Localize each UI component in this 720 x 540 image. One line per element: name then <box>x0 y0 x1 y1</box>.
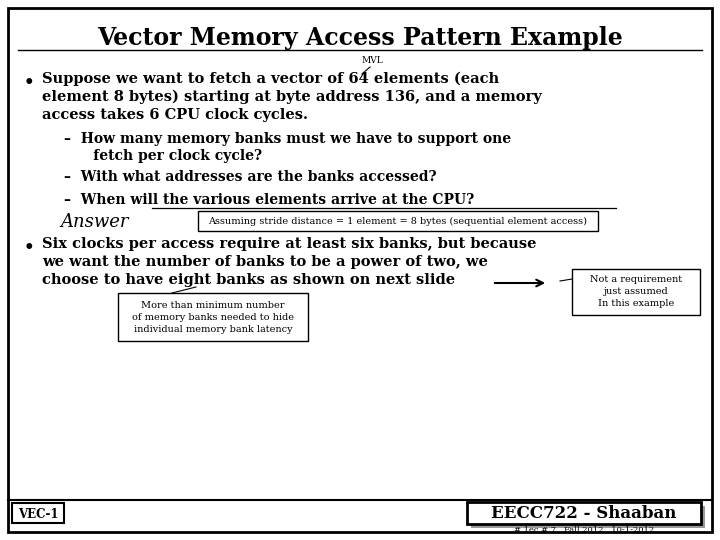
Text: •: • <box>24 74 35 91</box>
Text: Suppose we want to fetch a vector of 64 elements (each: Suppose we want to fetch a vector of 64 … <box>42 72 499 86</box>
Text: –  With what addresses are the banks accessed?: – With what addresses are the banks acce… <box>64 170 436 184</box>
Text: More than minimum number: More than minimum number <box>141 301 284 310</box>
Text: •: • <box>24 239 35 256</box>
Text: –  When will the various elements arrive at the CPU?: – When will the various elements arrive … <box>64 193 474 207</box>
Bar <box>12 503 64 523</box>
Text: Six clocks per access require at least six banks, but because: Six clocks per access require at least s… <box>42 237 536 251</box>
Text: EECC722 - Shaaban: EECC722 - Shaaban <box>491 505 677 523</box>
Bar <box>198 211 598 231</box>
Text: Vector Memory Access Pattern Example: Vector Memory Access Pattern Example <box>97 26 623 50</box>
Text: fetch per clock cycle?: fetch per clock cycle? <box>64 149 262 163</box>
Bar <box>118 293 308 341</box>
Text: Assuming stride distance = 1 element = 8 bytes (sequential element access): Assuming stride distance = 1 element = 8… <box>209 217 588 226</box>
Bar <box>467 502 701 524</box>
Text: choose to have eight banks as shown on next slide: choose to have eight banks as shown on n… <box>42 273 455 287</box>
Bar <box>471 506 705 528</box>
Text: MVL: MVL <box>361 56 383 65</box>
Text: Not a requirement: Not a requirement <box>590 275 682 284</box>
Text: just assumed: just assumed <box>603 287 668 296</box>
Text: of memory banks needed to hide: of memory banks needed to hide <box>132 313 294 322</box>
Text: In this example: In this example <box>598 299 674 308</box>
Text: individual memory bank latency: individual memory bank latency <box>134 325 292 334</box>
Text: # 1ec # 7   Fall 2012   10-1-2012: # 1ec # 7 Fall 2012 10-1-2012 <box>514 526 654 534</box>
Text: element 8 bytes) starting at byte address 136, and a memory: element 8 bytes) starting at byte addres… <box>42 90 541 104</box>
Text: –  How many memory banks must we have to support one: – How many memory banks must we have to … <box>64 132 511 146</box>
Text: Answer: Answer <box>60 213 128 231</box>
Text: we want the number of banks to be a power of two, we: we want the number of banks to be a powe… <box>42 255 488 269</box>
Text: VEC-1: VEC-1 <box>18 508 58 521</box>
Bar <box>572 269 700 315</box>
Text: access takes 6 CPU clock cycles.: access takes 6 CPU clock cycles. <box>42 108 308 122</box>
